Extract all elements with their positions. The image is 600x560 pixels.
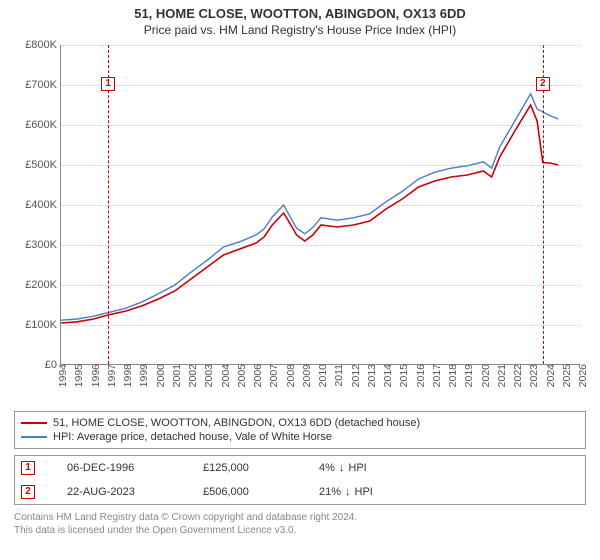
y-tick-label: £700K bbox=[25, 79, 57, 91]
legend-item: HPI: Average price, detached house, Vale… bbox=[21, 430, 579, 444]
sales-table: 1 06-DEC-1996 £125,000 4% HPI 2 22-AUG-2023 £50… bbox=[14, 455, 586, 505]
sale-diff-vs: HPI bbox=[355, 486, 373, 498]
sale-marker-badge: 2 bbox=[536, 77, 550, 91]
attribution-line: This data is licensed under the Open Gov… bbox=[14, 524, 586, 537]
page-subtitle: Price paid vs. HM Land Registry's House … bbox=[0, 23, 600, 37]
x-tick-label: 2006 bbox=[252, 364, 264, 387]
legend-label: 51, HOME CLOSE, WOOTTON, ABINGDON, OX13 … bbox=[53, 417, 420, 429]
x-tick-label: 2021 bbox=[496, 364, 508, 387]
x-tick-label: 2026 bbox=[577, 364, 589, 387]
y-tick-label: £800K bbox=[25, 39, 57, 51]
chart-lines bbox=[61, 45, 581, 365]
plot-area: £0£100K£200K£300K£400K£500K£600K£700K£80… bbox=[60, 45, 580, 365]
sale-marker-badge: 1 bbox=[101, 77, 115, 91]
y-tick-label: £500K bbox=[25, 159, 57, 171]
y-tick-label: £400K bbox=[25, 199, 57, 211]
x-tick-label: 2004 bbox=[220, 364, 232, 387]
y-tick-label: £600K bbox=[25, 119, 57, 131]
x-tick-label: 2023 bbox=[528, 364, 540, 387]
legend-item: 51, HOME CLOSE, WOOTTON, ABINGDON, OX13 … bbox=[21, 416, 579, 430]
x-tick-label: 2012 bbox=[350, 364, 362, 387]
page-title: 51, HOME CLOSE, WOOTTON, ABINGDON, OX13 … bbox=[0, 6, 600, 21]
x-tick-label: 2019 bbox=[463, 364, 475, 387]
x-tick-label: 2016 bbox=[415, 364, 427, 387]
attribution-line: Contains HM Land Registry data © Crown c… bbox=[14, 511, 586, 524]
x-tick-label: 2015 bbox=[398, 364, 410, 387]
x-tick-label: 2009 bbox=[301, 364, 313, 387]
x-tick-label: 2008 bbox=[285, 364, 297, 387]
sale-price: £506,000 bbox=[203, 486, 313, 498]
sale-diff-vs: HPI bbox=[348, 462, 366, 474]
sale-marker-line bbox=[108, 45, 109, 364]
arrow-down-icon bbox=[345, 486, 351, 498]
x-tick-label: 2005 bbox=[236, 364, 248, 387]
legend: 51, HOME CLOSE, WOOTTON, ABINGDON, OX13 … bbox=[14, 411, 586, 449]
y-tick-label: £300K bbox=[25, 239, 57, 251]
y-tick-label: £0 bbox=[45, 359, 57, 371]
legend-swatch bbox=[21, 422, 47, 424]
x-tick-label: 1997 bbox=[106, 364, 118, 387]
sale-marker-badge: 1 bbox=[21, 461, 35, 475]
sale-marker-line bbox=[543, 45, 544, 364]
attribution: Contains HM Land Registry data © Crown c… bbox=[14, 511, 586, 537]
x-tick-label: 1994 bbox=[57, 364, 69, 387]
y-tick-label: £100K bbox=[25, 319, 57, 331]
x-tick-label: 2013 bbox=[366, 364, 378, 387]
price-chart: £0£100K£200K£300K£400K£500K£600K£700K£80… bbox=[14, 45, 586, 405]
x-tick-label: 2011 bbox=[333, 364, 345, 387]
x-tick-label: 2010 bbox=[317, 364, 329, 387]
x-tick-label: 1998 bbox=[122, 364, 134, 387]
sale-date: 06-DEC-1996 bbox=[67, 462, 197, 474]
sale-diff: 21% HPI bbox=[319, 486, 579, 498]
x-tick-label: 2020 bbox=[480, 364, 492, 387]
x-tick-label: 2002 bbox=[187, 364, 199, 387]
legend-label: HPI: Average price, detached house, Vale… bbox=[53, 431, 332, 443]
x-tick-label: 2003 bbox=[203, 364, 215, 387]
series-hpi bbox=[61, 94, 558, 320]
x-tick-label: 2000 bbox=[155, 364, 167, 387]
x-tick-label: 2025 bbox=[561, 364, 573, 387]
x-tick-label: 1995 bbox=[73, 364, 85, 387]
sale-marker-badge: 2 bbox=[21, 485, 35, 499]
series-price_paid bbox=[61, 105, 558, 323]
sale-price: £125,000 bbox=[203, 462, 313, 474]
x-tick-label: 1999 bbox=[138, 364, 150, 387]
x-tick-label: 2001 bbox=[171, 364, 183, 387]
x-tick-label: 2007 bbox=[268, 364, 280, 387]
sale-diff-pct: 21% bbox=[319, 486, 341, 498]
legend-swatch bbox=[21, 436, 47, 438]
x-tick-label: 2018 bbox=[447, 364, 459, 387]
x-tick-label: 2017 bbox=[431, 364, 443, 387]
table-row: 1 06-DEC-1996 £125,000 4% HPI bbox=[15, 456, 585, 480]
x-tick-label: 1996 bbox=[90, 364, 102, 387]
sale-diff: 4% HPI bbox=[319, 462, 579, 474]
x-tick-label: 2024 bbox=[545, 364, 557, 387]
x-tick-label: 2014 bbox=[382, 364, 394, 387]
sale-diff-pct: 4% bbox=[319, 462, 335, 474]
table-row: 2 22-AUG-2023 £506,000 21% HPI bbox=[15, 480, 585, 504]
x-tick-label: 2022 bbox=[512, 364, 524, 387]
y-tick-label: £200K bbox=[25, 279, 57, 291]
sale-date: 22-AUG-2023 bbox=[67, 486, 197, 498]
arrow-down-icon bbox=[339, 462, 345, 474]
